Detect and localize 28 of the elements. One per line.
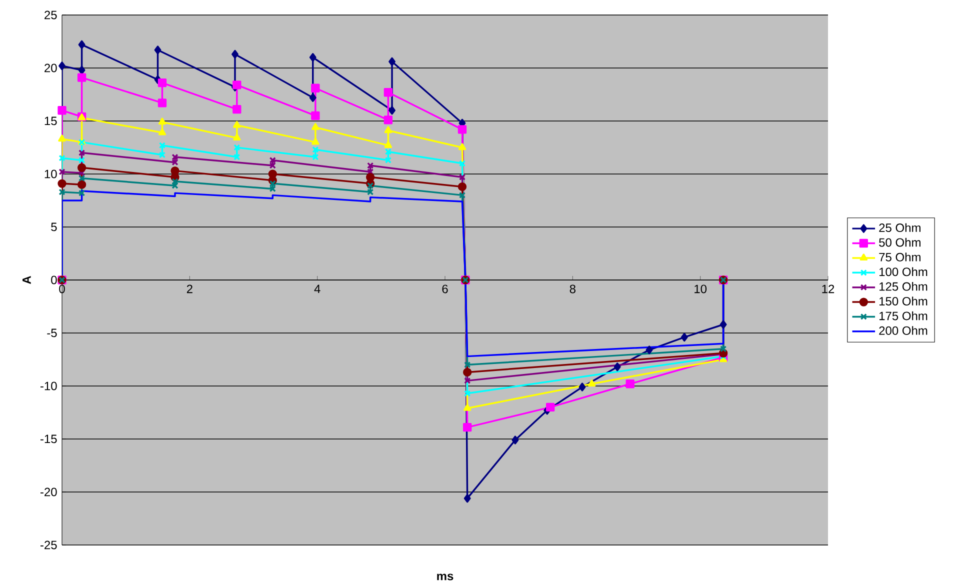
y-axis-title: A <box>22 276 31 284</box>
y-tick-label: -15 <box>40 434 57 444</box>
y-tick-label: -10 <box>40 382 57 390</box>
y-tick-label: 20 <box>44 64 57 72</box>
x-tick-label: 0 <box>59 284 65 294</box>
legend-label: 25 Ohm <box>879 223 920 232</box>
legend-label: 175 Ohm <box>879 312 928 320</box>
x-tick-label: 10 <box>694 284 707 294</box>
y-tick-label: -20 <box>40 488 57 496</box>
y-tick-label: 10 <box>44 170 57 178</box>
y-tick-label: 25 <box>44 10 57 20</box>
legend-label: 200 Ohm <box>879 326 928 336</box>
legend-label: 100 Ohm <box>879 267 928 276</box>
legend-label: 50 Ohm <box>879 238 920 247</box>
y-tick-label: -25 <box>40 540 57 550</box>
x-tick-label: 8 <box>570 284 576 294</box>
x-tick-label: 6 <box>442 284 448 294</box>
y-tick-label: 15 <box>44 116 57 126</box>
x-tick-label: 12 <box>822 284 834 294</box>
legend-label: 125 Ohm <box>879 282 928 291</box>
y-tick-label: 0 <box>51 276 57 284</box>
x-tick-label: 2 <box>186 284 192 294</box>
y-tick-label: -5 <box>47 328 57 338</box>
y-tick-label: 5 <box>51 222 57 232</box>
legend-label: 150 Ohm <box>879 296 928 306</box>
x-tick-label: 4 <box>314 284 320 294</box>
legend-label: 75 Ohm <box>879 252 920 262</box>
x-axis-title: ms <box>437 574 454 580</box>
